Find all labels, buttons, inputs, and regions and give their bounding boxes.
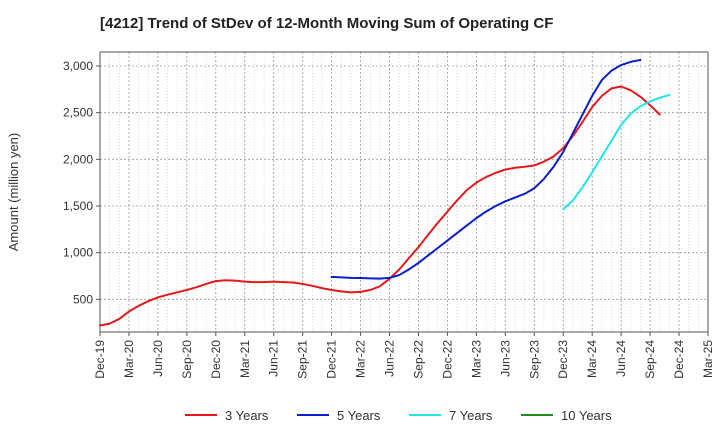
x-tick-label: Sep-23 [527, 340, 541, 379]
x-tick-label: Jun-20 [151, 340, 165, 377]
y-axis-label: Amount (million yen) [6, 133, 21, 252]
x-tick-label: Mar-24 [585, 340, 599, 378]
legend: 3 Years 5 Years 7 Years 10 Years [185, 408, 612, 423]
x-tick-label: Jun-24 [614, 340, 628, 377]
x-tick-label: Dec-24 [672, 340, 686, 379]
x-tick-label: Sep-20 [180, 340, 194, 379]
legend-label-3-years: 3 Years [225, 408, 269, 423]
legend-label-5-years: 5 Years [337, 408, 381, 423]
x-tick-label: Sep-21 [296, 340, 310, 379]
y-tick-label: 1,000 [63, 246, 93, 260]
y-tick-label: 2,500 [63, 106, 93, 120]
legend-label-7-years: 7 Years [449, 408, 493, 423]
legend-label-10-years: 10 Years [561, 408, 612, 423]
series-line-7-years [562, 93, 671, 211]
plot-frame [99, 51, 709, 333]
y-axis-ticks: 500 1,000 1,500 2,000 2,500 3,000 [63, 59, 100, 306]
y-tick-label: 3,000 [63, 59, 93, 73]
x-tick-label: Mar-21 [238, 340, 252, 378]
x-tick-label: Dec-19 [93, 340, 107, 379]
series-lines [99, 58, 671, 327]
x-tick-label: Dec-22 [440, 340, 454, 379]
x-tick-label: Mar-25 [701, 340, 715, 378]
grid-lines [99, 52, 709, 332]
x-axis-ticks: Dec-19 Mar-20 Jun-20 Sep-20 Dec-20 Mar-21 Jun-… [93, 332, 715, 379]
x-tick-label: Jun-22 [383, 340, 397, 377]
y-tick-label: 2,000 [63, 152, 93, 166]
x-tick-label: Mar-23 [469, 340, 483, 378]
x-tick-label: Dec-21 [325, 340, 339, 379]
chart-title: [4212] Trend of StDev of 12-Month Moving… [100, 15, 553, 32]
y-tick-label: 1,500 [63, 199, 93, 213]
x-tick-label: Mar-20 [122, 340, 136, 378]
series-line-5-years [330, 58, 642, 280]
x-tick-label: Dec-23 [556, 340, 570, 379]
x-tick-label: Sep-22 [411, 340, 425, 379]
x-tick-label: Jun-21 [267, 340, 281, 377]
x-tick-label: Dec-20 [209, 340, 223, 379]
x-tick-label: Mar-22 [354, 340, 368, 378]
x-tick-label: Jun-23 [498, 340, 512, 377]
y-tick-label: 500 [73, 292, 93, 306]
x-tick-label: Sep-24 [643, 340, 657, 379]
